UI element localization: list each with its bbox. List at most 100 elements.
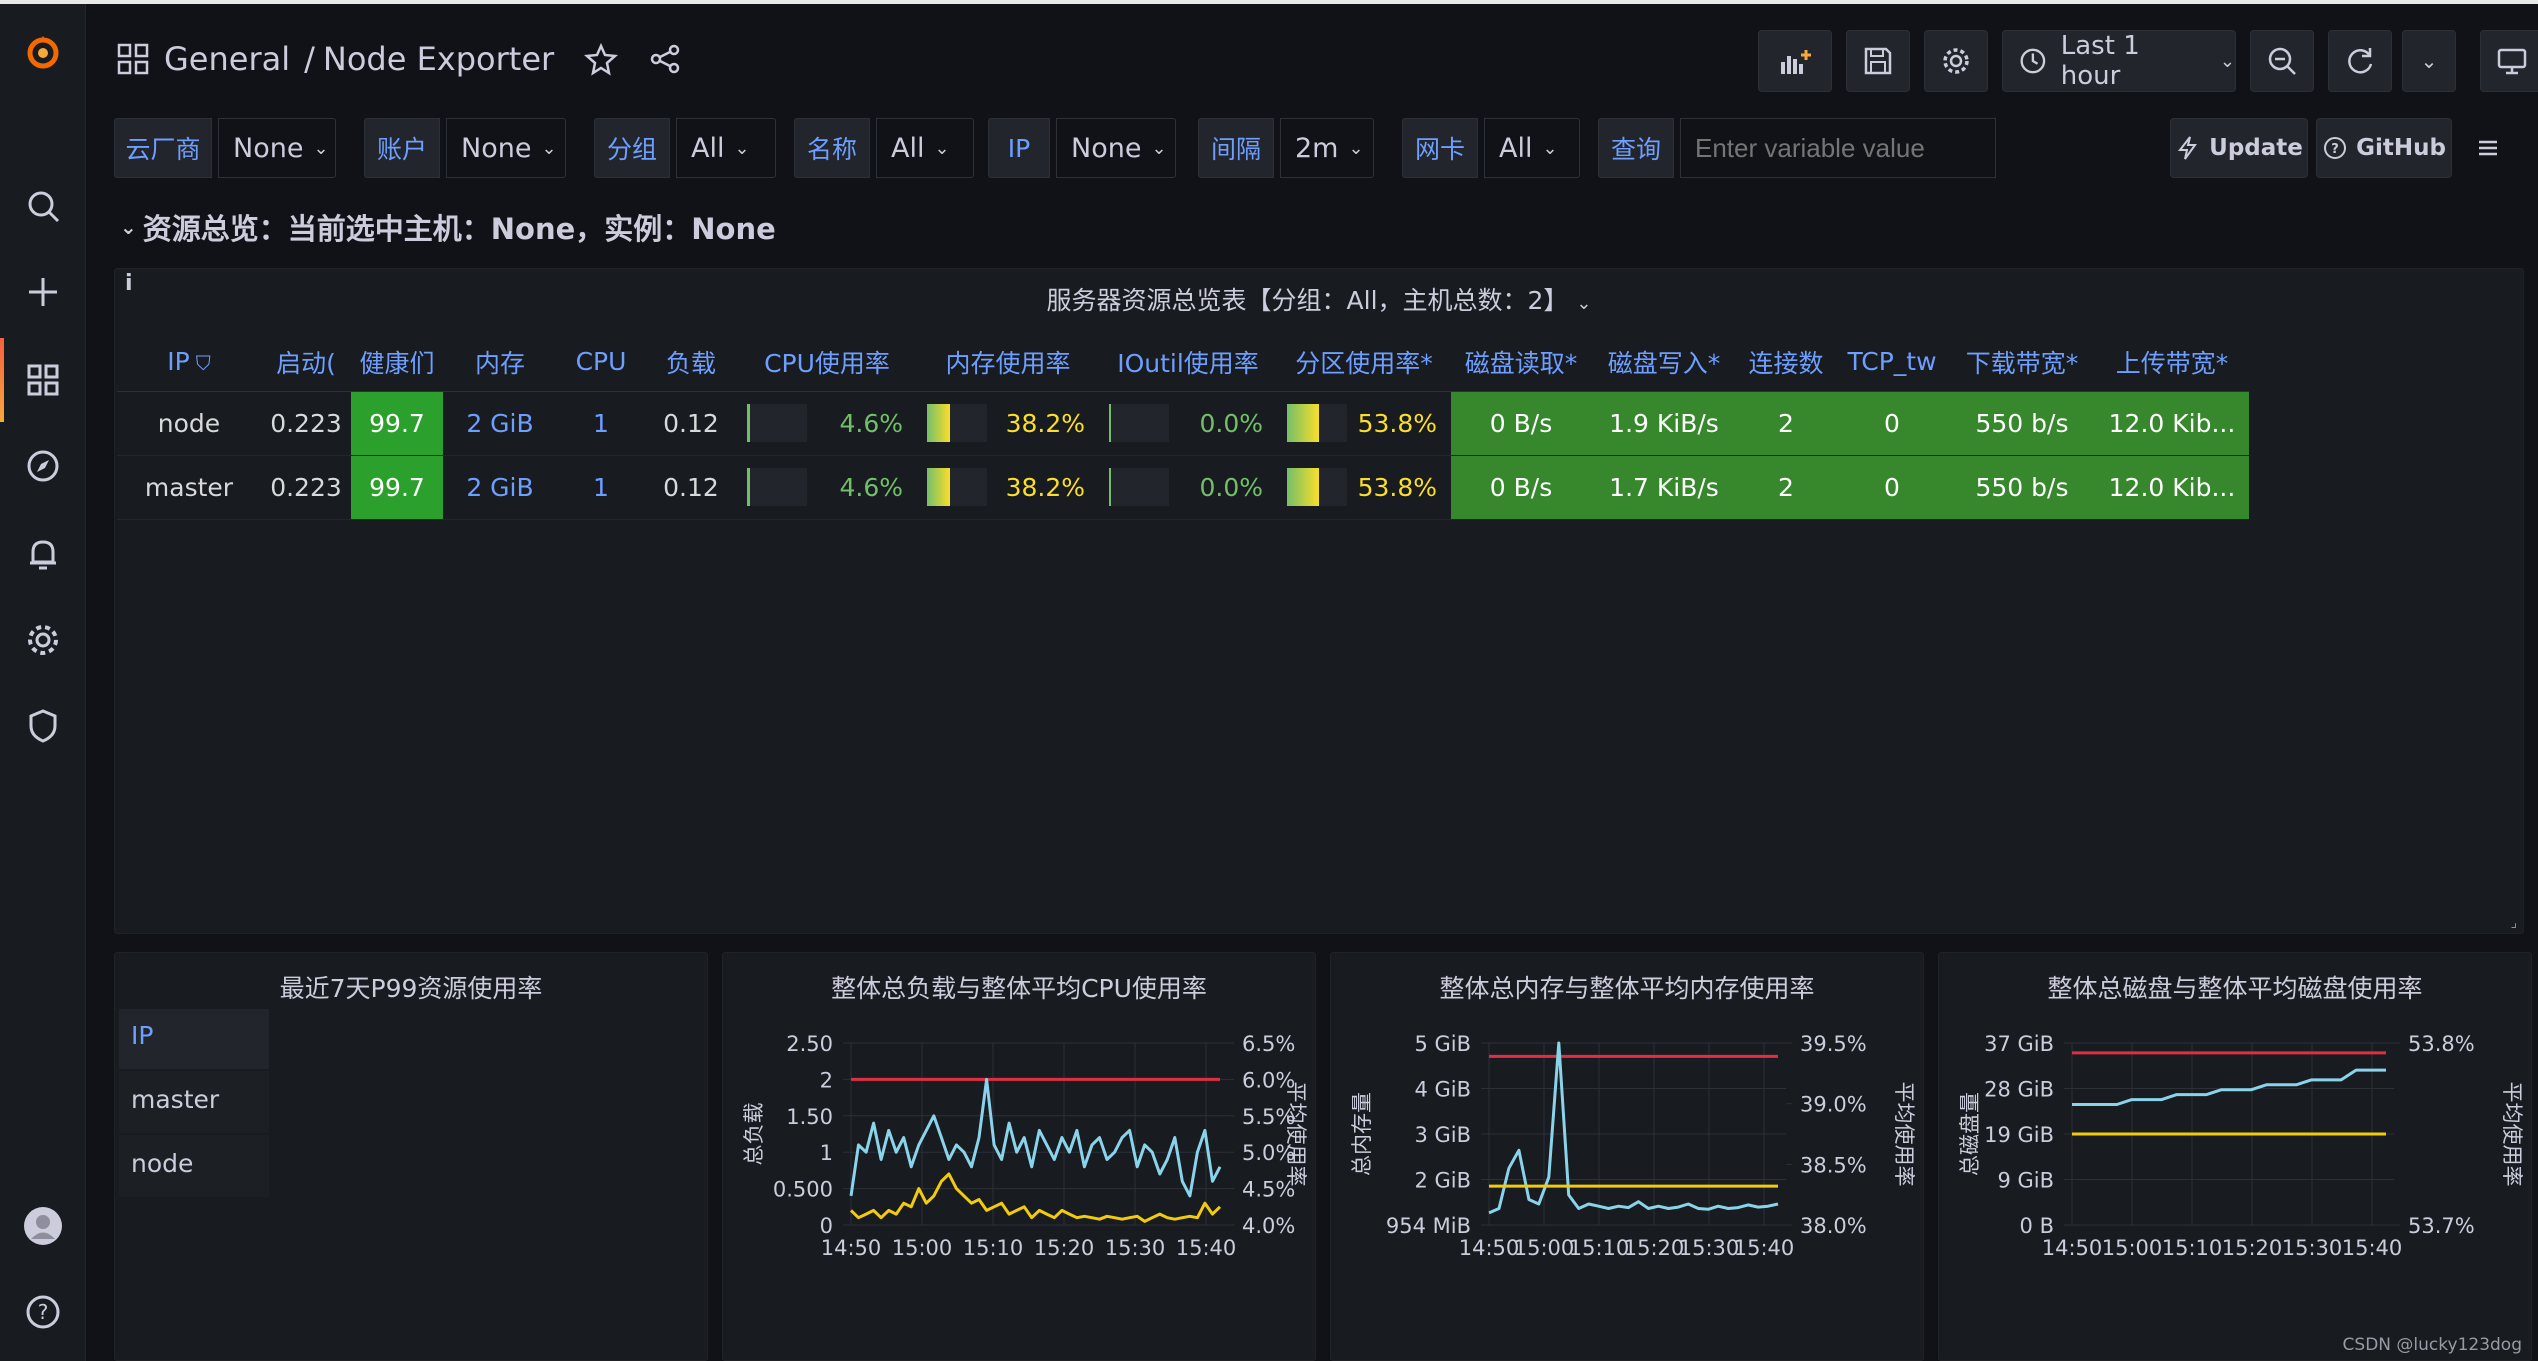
variable-label-name: 名称 [794, 118, 870, 178]
configuration-gear-icon[interactable] [0, 610, 86, 670]
y-tick-label: 0 [820, 1214, 833, 1238]
column-header[interactable]: 内存 [443, 333, 557, 392]
bolt-icon [2178, 136, 2198, 160]
y-tick-label: 5 GiB [1414, 1032, 1471, 1056]
dashboard-grid-icon [117, 43, 149, 75]
panel-title[interactable]: 整体总磁盘与整体平均磁盘使用率 [2047, 974, 2423, 1003]
dashboard-settings-button[interactable] [1924, 30, 1988, 92]
zoom-out-button[interactable] [2250, 30, 2314, 92]
column-header[interactable]: 健康们 [351, 333, 443, 392]
variable-select-ip[interactable]: None ⌄ [1056, 118, 1176, 178]
time-picker-button[interactable]: Last 1 hour ⌄ [2002, 30, 2236, 92]
gauge-fill [1109, 468, 1112, 506]
column-header[interactable]: 磁盘写入* [1591, 333, 1737, 392]
y2-tick-label: 53.7% [2408, 1214, 2475, 1238]
x-tick-label: 15:40 [2342, 1236, 2403, 1260]
explore-compass-icon[interactable] [0, 436, 86, 496]
breadcrumb-folder[interactable]: General [164, 40, 291, 78]
cell-memory: 2 GiB [443, 455, 557, 520]
list-item[interactable]: node [119, 1135, 269, 1197]
panel-title[interactable]: 服务器资源总览表【分组：All，主机总数：2】 ⌄ [1046, 286, 1592, 315]
search-icon[interactable] [0, 176, 86, 236]
column-header[interactable]: IOutil使用率 [1099, 333, 1277, 392]
series-line [849, 1172, 1222, 1223]
disk-chart-panel: 整体总磁盘与整体平均磁盘使用率 0 B 9 GiB 19 GiB 28 GiB 37 G… [1938, 952, 2532, 1361]
cell-ip: master [117, 455, 261, 520]
dashboards-icon[interactable] [0, 350, 86, 410]
column-header[interactable]: TCP_tw [1835, 333, 1949, 392]
panel-title[interactable]: 整体总负载与整体平均CPU使用率 [831, 974, 1207, 1003]
filter-icon[interactable]: ⛉ [195, 351, 211, 376]
column-header[interactable]: 连接数 [1737, 333, 1835, 392]
dashboard-title[interactable]: Node Exporter [322, 40, 555, 78]
tv-mode-button[interactable] [2480, 30, 2538, 92]
chevron-down-icon: ⌄ [734, 137, 750, 159]
column-header[interactable]: 负载 [645, 333, 737, 392]
column-header[interactable]: 下载带宽* [1949, 333, 2095, 392]
table-row[interactable]: node 0.223 99.7 2 GiB 1 0.12 4.6% 38.2% 0.0% 53.8… [117, 391, 2249, 456]
variable-select-cloud[interactable]: None ⌄ [218, 118, 336, 178]
column-header[interactable]: 磁盘读取* [1451, 333, 1591, 392]
star-icon[interactable] [584, 42, 619, 76]
update-link-button[interactable]: Update [2170, 118, 2308, 178]
x-tick-label: 14:50 [1459, 1236, 1520, 1260]
user-avatar[interactable] [0, 1196, 86, 1256]
column-header[interactable]: IP ⛉ [117, 333, 261, 392]
gauge-value: 53.8% [1357, 408, 1437, 438]
column-header[interactable]: 内存使用率 [917, 333, 1099, 392]
table-row[interactable]: master 0.223 99.7 2 GiB 1 0.12 4.6% 38.2% 0.0% 53… [117, 455, 2249, 520]
server-admin-shield-icon[interactable] [0, 696, 86, 756]
refresh-button[interactable] [2328, 30, 2392, 92]
gauge-value: 0.0% [1199, 472, 1263, 502]
github-link-button[interactable]: ? GitHub [2316, 118, 2452, 178]
cell-load: 0.12 [645, 391, 737, 456]
series-line [849, 1077, 1222, 1198]
gauge-value: 53.8% [1357, 472, 1437, 502]
dashboard-header: General / Node Exporter Last 1 hour ⌄ ⌄ [86, 4, 2538, 116]
column-header[interactable]: CPU [557, 333, 645, 392]
p99-panel: 最近7天P99资源使用率 IP master node [114, 952, 708, 1361]
variable-select-interval[interactable]: 2m ⌄ [1280, 118, 1374, 178]
svg-text:?: ? [2331, 142, 2339, 157]
share-icon[interactable] [648, 42, 682, 76]
x-tick-label: 15:20 [1034, 1236, 1095, 1260]
variable-select-nic[interactable]: All ⌄ [1484, 118, 1580, 178]
hamburger-menu-icon [2479, 140, 2497, 156]
panel-title[interactable]: 最近7天P99资源使用率 [279, 974, 543, 1003]
svg-text:?: ? [38, 1300, 49, 1324]
add-panel-button[interactable] [1758, 30, 1832, 92]
create-plus-icon[interactable] [0, 262, 86, 322]
save-dashboard-button[interactable] [1846, 30, 1910, 92]
chevron-down-icon: ⌄ [1348, 137, 1364, 159]
load-cpu-chart: 0 0.500 1 1.50 2 2.50 4.0% 4.5% 5.0% 5.5% 6.0% 6.5%… [742, 1032, 1308, 1260]
gauge-bar [747, 404, 807, 442]
cell-upload: 12.0 Kib... [2095, 455, 2249, 520]
column-header[interactable]: 分区使用率* [1277, 333, 1451, 392]
variable-input-query[interactable] [1680, 118, 1996, 178]
links-menu-button[interactable] [2462, 118, 2514, 178]
variable-select-group[interactable]: All ⌄ [676, 118, 776, 178]
help-icon[interactable]: ? [0, 1282, 86, 1342]
panel-info-icon[interactable]: i [125, 271, 133, 296]
panel-title[interactable]: 整体总内存与整体平均内存使用率 [1439, 974, 1815, 1003]
list-item[interactable]: master [119, 1071, 269, 1133]
cell-health: 99.7 [351, 391, 443, 456]
gauge-bar [1109, 468, 1169, 506]
column-header[interactable]: 上传带宽* [2095, 333, 2249, 392]
p99-table-header[interactable]: IP [119, 1009, 269, 1069]
resize-handle-icon[interactable]: ⌟ [2510, 915, 2517, 931]
column-header[interactable]: CPU使用率 [737, 333, 917, 392]
chevron-down-icon: ⌄ [541, 137, 557, 159]
y2-axis-label: 平均使用率 [1892, 1082, 1916, 1187]
variable-select-name[interactable]: All ⌄ [876, 118, 974, 178]
cell-partition-usage: 53.8% [1277, 455, 1451, 520]
alerting-bell-icon[interactable] [0, 524, 86, 584]
variable-select-account[interactable]: None ⌄ [446, 118, 566, 178]
grafana-logo-icon[interactable] [0, 22, 86, 82]
update-label: Update [2209, 135, 2303, 161]
refresh-interval-dropdown[interactable]: ⌄ [2402, 30, 2456, 92]
column-header[interactable]: 启动( [261, 333, 351, 392]
row-header[interactable]: ⌄ 资源总览：当前选中主机：None，实例：None [120, 206, 776, 248]
gauge-value: 38.2% [1005, 472, 1085, 502]
y-tick-label: 9 GiB [1997, 1169, 2054, 1193]
